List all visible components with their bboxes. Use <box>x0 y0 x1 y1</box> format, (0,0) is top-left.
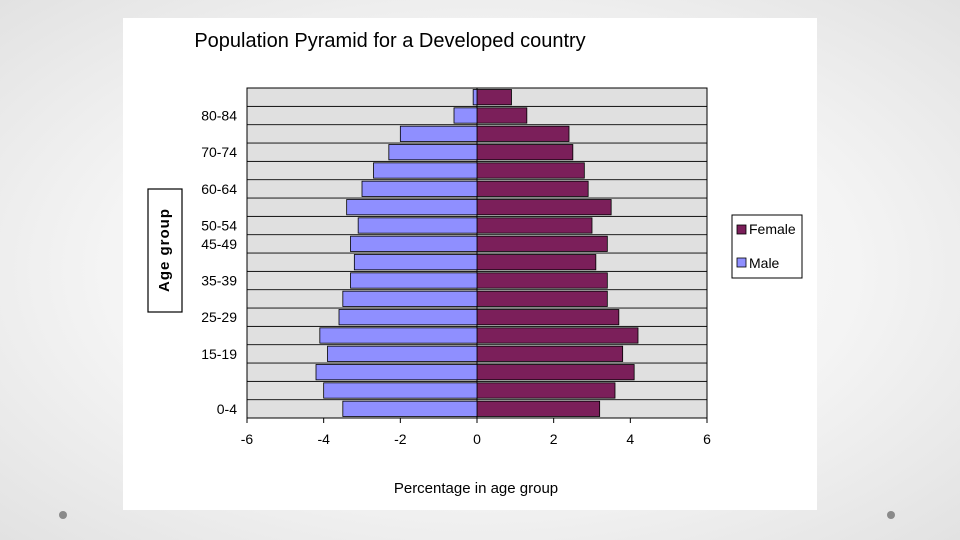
bar-male-55-59 <box>346 199 478 216</box>
bar-female-45-49 <box>476 235 608 252</box>
bar-female-70-74 <box>476 144 574 161</box>
bar-male-40-44 <box>353 254 478 271</box>
x-tick-label: 0 <box>473 431 481 447</box>
bar-male-10-14 <box>315 364 478 381</box>
bar-male-5-9 <box>323 382 478 399</box>
y-tick-label-0-4: 0-4 <box>217 401 237 417</box>
legend-label-male: Male <box>749 255 780 271</box>
bar-female-20-24 <box>476 327 639 344</box>
bar-female-50-54 <box>476 217 593 234</box>
bar-female-30-34 <box>476 290 608 307</box>
y-axis-title-box: Age group <box>147 188 183 313</box>
y-tick-labels: 0-4 15-19 25-29 35-39 45-49 50-54 60-64 70-74 80… <box>201 108 237 417</box>
x-tick-labels: -6 -4 -2 0 2 4 6 <box>241 418 711 447</box>
bar-male-45-49 <box>350 235 478 252</box>
bar-male-75-79 <box>399 125 478 142</box>
y-tick-label-45-49: 45-49 <box>201 236 237 252</box>
bar-female-80-84 <box>476 107 528 124</box>
y-axis-title: Age group <box>156 208 173 292</box>
bar-male-30-34 <box>342 290 478 307</box>
x-tick-label: -6 <box>241 431 254 447</box>
legend-label-female: Female <box>749 221 796 237</box>
bar-male-15-19 <box>327 345 478 362</box>
legend-swatch-male <box>736 257 747 268</box>
chart-title: Population Pyramid for a Developed count… <box>194 30 585 52</box>
bar-female-5-9 <box>476 382 616 399</box>
bars-layer <box>246 87 708 419</box>
population-pyramid-chart: Population Pyramid for a Developed count… <box>147 30 803 497</box>
y-tick-label-35-39: 35-39 <box>201 273 237 289</box>
chart-panel: Population Pyramid for a Developed count… <box>123 18 817 510</box>
y-tick-label-15-19: 15-19 <box>201 346 237 362</box>
bar-female-55-59 <box>476 199 612 216</box>
bar-female-60-64 <box>476 180 589 197</box>
bar-female-85+ <box>476 89 512 106</box>
x-tick-label: -2 <box>394 431 407 447</box>
x-axis-title: Percentage in age group <box>394 480 558 497</box>
y-tick-label-70-74: 70-74 <box>201 144 237 160</box>
y-tick-label-60-64: 60-64 <box>201 181 237 197</box>
bar-male-0-4 <box>342 400 478 417</box>
bar-female-40-44 <box>476 254 597 271</box>
bar-male-20-24 <box>319 327 478 344</box>
x-tick-label: -4 <box>317 431 330 447</box>
bar-male-65-69 <box>373 162 478 179</box>
legend-swatch-female <box>736 224 747 235</box>
y-tick-label-80-84: 80-84 <box>201 108 237 124</box>
bar-female-35-39 <box>476 272 608 289</box>
bar-female-10-14 <box>476 364 635 381</box>
bar-male-25-29 <box>338 309 478 326</box>
slide-dot-left <box>59 511 67 519</box>
x-tick-label: 4 <box>626 431 634 447</box>
bar-male-60-64 <box>361 180 478 197</box>
y-axis-title-frame <box>147 188 183 313</box>
bar-male-50-54 <box>357 217 478 234</box>
bar-male-85+ <box>472 89 478 106</box>
x-tick-label: 2 <box>550 431 558 447</box>
bar-male-80-84 <box>453 107 478 124</box>
bar-female-15-19 <box>476 345 624 362</box>
bar-female-0-4 <box>476 400 601 417</box>
legend: Female Male <box>731 214 803 279</box>
bar-female-75-79 <box>476 125 570 142</box>
y-tick-label-50-54: 50-54 <box>201 218 237 234</box>
bar-female-25-29 <box>476 309 620 326</box>
bar-male-35-39 <box>350 272 478 289</box>
y-tick-label-25-29: 25-29 <box>201 309 237 325</box>
x-tick-label: 6 <box>703 431 711 447</box>
bar-male-70-74 <box>388 144 478 161</box>
bar-female-65-69 <box>476 162 585 179</box>
slide-dot-right <box>887 511 895 519</box>
